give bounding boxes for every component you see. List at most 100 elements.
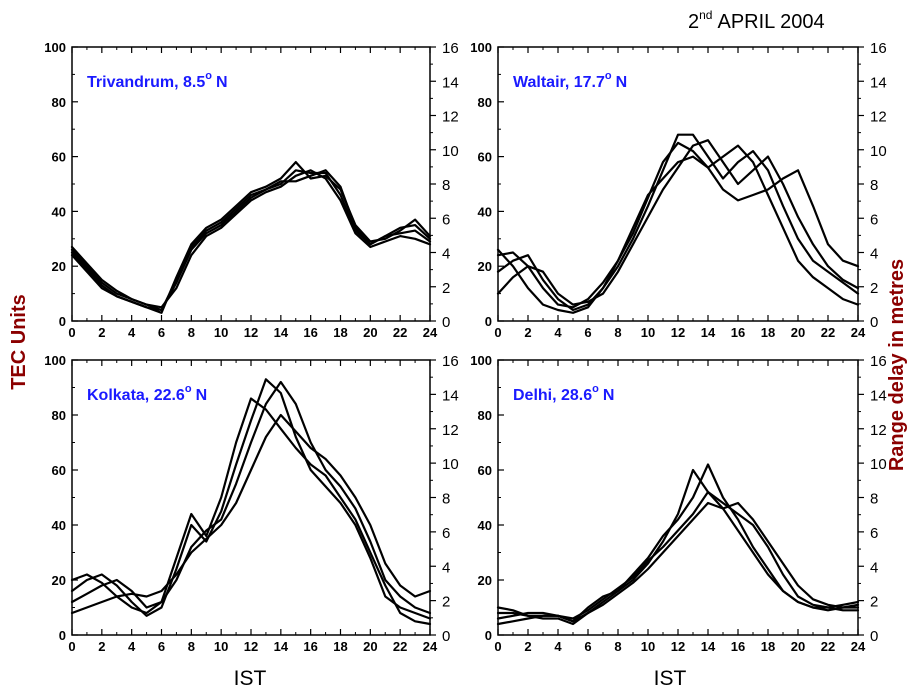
y-tick-label: 40 — [478, 518, 492, 533]
x-tick-label: 10 — [214, 325, 228, 340]
y-tick-label: 80 — [52, 95, 66, 110]
x-tick-label: 10 — [641, 325, 655, 340]
x-tick-label: 4 — [128, 325, 136, 340]
x-tick-label: 24 — [851, 639, 866, 654]
y2-tick-label: 2 — [870, 594, 878, 611]
y2-tick-label: 12 — [442, 109, 459, 126]
y2-tick-label: 12 — [870, 422, 887, 439]
series-line-4 — [70, 169, 432, 312]
x-tick-label: 12 — [244, 639, 258, 654]
series-line-3 — [70, 380, 432, 615]
station-label: Kolkata, 22.6o N — [87, 383, 207, 404]
station-suffix: N — [603, 387, 615, 404]
y-tick-label: 60 — [52, 463, 66, 478]
y2-tick-label: 16 — [442, 353, 459, 370]
figure-title: 2nd APRIL 2004 — [688, 8, 825, 33]
x-tick-label: 22 — [393, 639, 407, 654]
panel-4: 0 2 4 6 8 10 12 14 16 18 20 22 240204060801000246810… — [470, 353, 886, 654]
series-line-3 — [70, 169, 432, 309]
series-line-4 — [496, 155, 860, 314]
y2-tick-label: 0 — [442, 628, 450, 645]
y2-tick-label: 2 — [442, 594, 450, 611]
x-axis-label-left: IST — [234, 667, 267, 690]
x-tick-label: 18 — [761, 639, 775, 654]
y2-tick-label: 4 — [870, 559, 878, 576]
series-line-2 — [70, 161, 432, 314]
y2-tick-label: 14 — [442, 387, 459, 404]
left-axis-label: TEC Units — [8, 294, 30, 390]
y2-tick-label: 14 — [870, 387, 887, 404]
y-tick-label: 40 — [52, 204, 66, 219]
x-tick-label: 0 — [68, 639, 75, 654]
y-tick-label: 100 — [470, 353, 492, 368]
x-tick-label: 20 — [791, 639, 805, 654]
y2-tick-label: 6 — [870, 211, 878, 228]
x-tick-label: 12 — [244, 325, 258, 340]
y-tick-label: 20 — [52, 573, 66, 588]
y-tick-label: 20 — [52, 259, 66, 274]
x-tick-label: 8 — [188, 325, 195, 340]
panels: 0 2 4 6 8 10 12 14 16 18 20 22 240204060801000246810… — [44, 40, 886, 654]
x-tick-label: 2 — [98, 639, 105, 654]
station-suffix: N — [616, 74, 628, 91]
y2-tick-label: 0 — [442, 314, 450, 331]
x-tick-label: 6 — [158, 639, 165, 654]
series-line-4 — [496, 501, 860, 626]
x-tick-label: 16 — [303, 325, 317, 340]
degree-sign: o — [605, 70, 612, 82]
series-line-1 — [70, 397, 432, 626]
station-label: Delhi, 28.6o N — [513, 383, 614, 404]
x-tick-label: 20 — [363, 325, 377, 340]
y2-tick-label: 10 — [442, 143, 459, 160]
x-tick-label: 20 — [791, 325, 805, 340]
y2-tick-label: 14 — [870, 74, 887, 91]
station-label: Trivandrum, 8.5o N — [87, 70, 228, 91]
x-tick-label: 16 — [731, 325, 745, 340]
series-line-3 — [496, 139, 860, 306]
x-tick-label: 24 — [423, 639, 438, 654]
series-line-2 — [70, 378, 432, 620]
y-tick-label: 100 — [44, 40, 66, 55]
y2-tick-label: 16 — [870, 40, 887, 57]
y-tick-label: 0 — [59, 314, 66, 329]
x-tick-label: 4 — [128, 639, 136, 654]
y-tick-label: 40 — [478, 204, 492, 219]
y-tick-label: 60 — [52, 150, 66, 165]
figure-title-sup: nd — [699, 8, 712, 22]
x-tick-label: 14 — [274, 325, 289, 340]
x-tick-label: 2 — [524, 325, 531, 340]
y2-tick-label: 12 — [870, 109, 887, 126]
degree-sign: o — [592, 383, 599, 395]
panel-2: 0 2 4 6 8 10 12 14 16 18 20 22 240204060801000246810… — [470, 40, 886, 340]
y2-tick-label: 8 — [870, 177, 878, 194]
x-tick-label: 2 — [98, 325, 105, 340]
x-tick-label: 24 — [851, 325, 866, 340]
x-tick-label: 6 — [584, 325, 591, 340]
y2-tick-label: 6 — [442, 211, 450, 228]
x-tick-label: 22 — [821, 639, 835, 654]
panel-3: 0 2 4 6 8 10 12 14 16 18 20 22 240204060801000246810… — [44, 353, 458, 654]
x-axis-label-right: IST — [654, 667, 687, 690]
y-tick-label: 80 — [52, 408, 66, 423]
x-tick-label: 14 — [701, 325, 716, 340]
y2-tick-label: 14 — [442, 74, 459, 91]
station-label: Waltair, 17.7o N — [513, 70, 627, 91]
y-tick-label: 80 — [478, 95, 492, 110]
figure-title-day: 2 — [688, 11, 699, 33]
y-tick-label: 60 — [478, 150, 492, 165]
series-line-4 — [70, 413, 432, 615]
y2-tick-label: 8 — [442, 491, 450, 508]
x-tick-label: 6 — [158, 325, 165, 340]
series-line-2 — [496, 463, 860, 626]
x-tick-label: 22 — [393, 325, 407, 340]
y-tick-label: 60 — [478, 463, 492, 478]
degree-sign: o — [185, 383, 192, 395]
y2-tick-label: 4 — [442, 246, 450, 263]
y2-tick-label: 4 — [870, 246, 878, 263]
x-tick-label: 4 — [554, 639, 562, 654]
x-tick-label: 16 — [303, 639, 317, 654]
y-tick-label: 20 — [478, 259, 492, 274]
x-tick-label: 8 — [188, 639, 195, 654]
x-tick-label: 0 — [68, 325, 75, 340]
y2-tick-label: 0 — [870, 314, 878, 331]
